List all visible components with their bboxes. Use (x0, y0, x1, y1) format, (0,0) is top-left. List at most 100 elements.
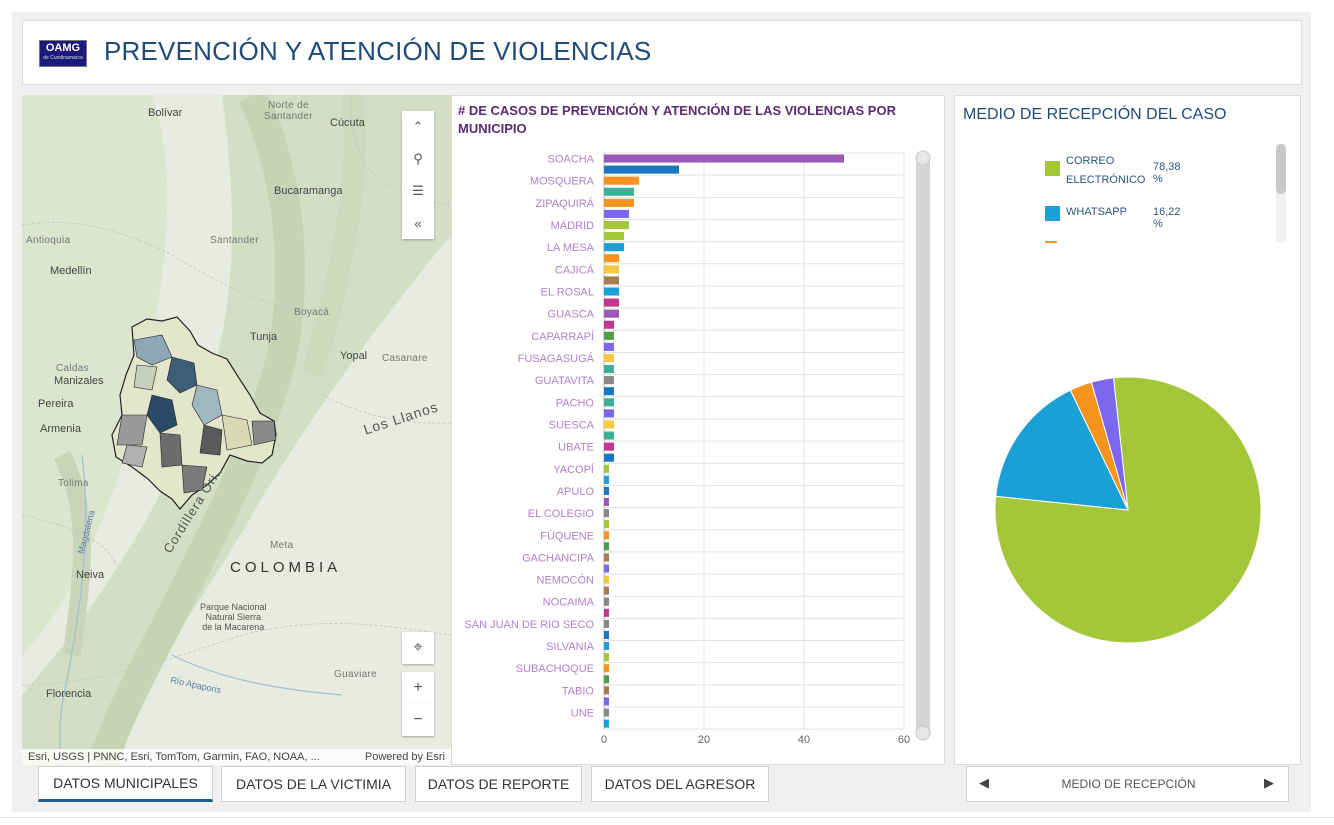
bar (604, 675, 609, 684)
map-label-guaviare: Guaviare (334, 669, 377, 680)
page-title: PREVENCIÓN Y ATENCIÓN DE VIOLENCIAS (104, 36, 652, 66)
collapse-up-icon[interactable]: ⌃ (412, 119, 424, 134)
bar (604, 509, 609, 518)
bar (604, 420, 614, 429)
bar-chart-panel: # DE CASOS DE PREVENCIÓN Y ATENCIÓN DE L… (451, 95, 945, 765)
map-label-santander: Santander (210, 235, 259, 246)
y-tick-label: MOSQUERA (530, 176, 595, 188)
x-tick-label: 0 (601, 734, 607, 746)
map-label-bolivar: Bolívar (148, 107, 183, 119)
bar (604, 553, 609, 562)
tab-datos-municipales[interactable]: DATOS MUNICIPALES (38, 766, 213, 802)
bar (604, 531, 609, 540)
map-label-boyaca: Boyacá (294, 307, 330, 318)
bar (604, 276, 619, 285)
map-attribution: Esri, USGS | PNNC, Esri, TomTom, Garmin,… (22, 749, 451, 765)
bar (604, 686, 609, 695)
legend-swatch (1045, 206, 1060, 221)
zoom-in-button[interactable]: + (402, 672, 434, 704)
plus-icon: + (413, 679, 423, 696)
bar (604, 309, 619, 318)
map-label-manizales: Manizales (54, 375, 104, 387)
bar (604, 365, 614, 374)
bar (604, 198, 634, 207)
y-tick-label: SOACHA (548, 154, 595, 166)
legend-value: 16,22 % (1153, 206, 1181, 230)
tab-datos-reporte[interactable]: DATOS DE REPORTE (415, 766, 582, 802)
y-tick-label: UNE (571, 708, 594, 720)
x-tick-label: 40 (798, 734, 810, 746)
y-tick-label: EL ROSAL (541, 287, 594, 299)
bar (604, 630, 609, 640)
legend-value: 78,38 % (1153, 161, 1181, 185)
chart-scrollbar-track (916, 151, 930, 738)
tab-datos-victimia[interactable]: DATOS DE LA VICTIMIA (221, 766, 406, 802)
map-label-colombia: COLOMBIA (230, 559, 342, 576)
bar (604, 320, 614, 329)
legend-scrollbar[interactable] (1276, 144, 1286, 242)
y-tick-label: APULO (557, 486, 595, 498)
map-basemap (22, 95, 451, 765)
bottom-divider (0, 817, 1334, 818)
map-label-norte-santander: Norte de Santander (264, 100, 313, 122)
locate-button[interactable]: ⌖ (402, 632, 434, 664)
y-tick-label: LA MESA (547, 242, 595, 254)
bar (604, 232, 624, 241)
y-tick-label: SUESCA (549, 419, 595, 431)
prev-arrow-icon[interactable]: ◀ (979, 775, 989, 790)
map-view[interactable]: Bolívar Norte de Santander Cúcuta Bucara… (22, 95, 451, 765)
header: OAMG de Cundinamarca PREVENCIÓN Y ATENCIÓ… (22, 20, 1302, 85)
legend-label: WHATSAPP (1066, 206, 1127, 218)
bar (604, 497, 609, 507)
bar (604, 331, 614, 340)
powered-by-esri[interactable]: Powered by Esri (364, 751, 445, 763)
bar (604, 254, 619, 263)
y-tick-label: SILVANIA (546, 641, 595, 653)
y-tick-label: FUSAGASUGÁ (518, 352, 595, 365)
bar (604, 542, 609, 551)
x-tick-label: 60 (898, 734, 910, 746)
legend-swatch (1045, 241, 1057, 243)
bar-chart: 0 20 40 60 SOACHA MOSQUERA ZIPAQUIRÁ MADRID LA M… (464, 150, 931, 746)
pie-slice (1090, 377, 1129, 511)
next-arrow-icon[interactable]: ▶ (1264, 775, 1274, 790)
bar (604, 353, 614, 363)
bar (604, 453, 614, 462)
bar (604, 209, 629, 218)
legend-swatch (1045, 161, 1060, 176)
y-tick-label: UBATE (558, 442, 594, 454)
scroll-handle-top (915, 150, 931, 166)
attribution-text: Esri, USGS | PNNC, Esri, TomTom, Garmin,… (28, 751, 320, 763)
map-label-pereira: Pereira (38, 398, 74, 410)
bar (604, 243, 624, 252)
map-label-caldas: Caldas (56, 363, 89, 374)
bar (604, 287, 619, 296)
map-label-florencia: Florencia (46, 688, 92, 700)
bar (604, 564, 609, 573)
bar (604, 708, 609, 717)
bar (604, 719, 609, 728)
collapse-left-icon[interactable]: « (414, 215, 422, 231)
oamg-logo: OAMG de Cundinamarca (39, 40, 87, 67)
map-label-tolima: Tolima (58, 478, 89, 489)
tab-datos-agresor[interactable]: DATOS DEL AGRESOR (591, 766, 769, 802)
pager-label: MEDIO DE RECEPCIÓN (1061, 777, 1196, 791)
pie-legend: CORREO ELECTRÓNICO 78,38 % WHATSAPP 16,2… (1045, 152, 1285, 302)
y-tick-label: TABIO (562, 685, 595, 697)
map-label-armenia: Armenia (40, 423, 81, 435)
zoom-out-button[interactable]: − (402, 704, 434, 736)
legend-scroll-thumb[interactable] (1276, 144, 1286, 194)
y-tick-label: SAN JUAN DE RIO SECO (464, 619, 594, 631)
y-tick-label: CAPARRAPÍ (531, 330, 595, 343)
bar (604, 619, 609, 628)
bar (604, 187, 634, 196)
map-label-neiva: Neiva (76, 569, 105, 581)
legend-label: CORREO ELECTRÓNICO (1066, 155, 1146, 186)
search-icon[interactable]: ⚲ (413, 151, 423, 166)
bar-chart-title: # DE CASOS DE PREVENCIÓN Y ATENCIÓN DE L… (458, 103, 896, 136)
y-tick-label: YACOPÍ (553, 463, 595, 476)
y-tick-label: NOCAIMA (543, 597, 595, 609)
map-toolbar: ⌃ ⚲ ☰ « (402, 111, 434, 239)
legend-list-icon[interactable]: ☰ (412, 183, 424, 198)
bar (604, 642, 609, 651)
